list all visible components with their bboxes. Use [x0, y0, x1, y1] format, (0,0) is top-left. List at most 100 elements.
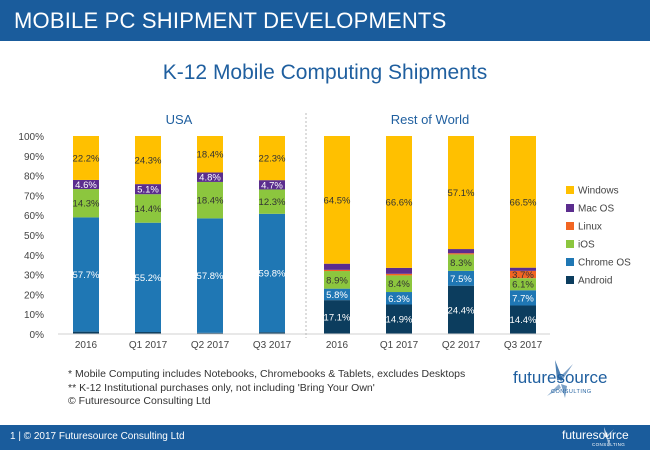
y-tick-label: 10% [24, 310, 44, 321]
data-label: 14.9% [386, 315, 413, 326]
data-label: 22.2% [73, 153, 100, 164]
data-label: 24.4% [448, 305, 475, 316]
data-label: 57.7% [73, 270, 100, 281]
data-label: 6.1% [512, 280, 534, 291]
bar-segment [135, 332, 161, 334]
x-tick-label: Q1 2017 [380, 340, 419, 351]
data-label: 8.4% [388, 279, 410, 290]
bar-segment [135, 184, 161, 195]
data-label: 4.6% [75, 180, 97, 191]
footnote-2: ** K-12 Institutional purchases only, no… [68, 381, 375, 394]
legend-swatch [566, 222, 574, 230]
legend-swatch [566, 186, 574, 194]
bar-segment [73, 217, 99, 332]
data-label: 3.7% [512, 270, 534, 281]
bar-segment [197, 136, 223, 173]
legend-label: iOS [578, 240, 595, 251]
bar-segment [197, 172, 223, 182]
bar-segment [324, 269, 350, 272]
x-tick-label: Q1 2017 [129, 340, 168, 351]
bar-segment [197, 332, 223, 334]
x-tick-label: 2016 [326, 340, 349, 351]
data-label: 64.5% [324, 195, 351, 206]
data-label: 18.4% [197, 150, 224, 161]
futuresource-logo: futuresource CONSULTING [497, 358, 617, 408]
bar-segment [448, 136, 474, 250]
footer-logo-subtext: CONSULTING [592, 442, 626, 447]
bar-segment [386, 292, 412, 305]
data-label: 17.1% [324, 313, 351, 324]
data-label: 57.8% [197, 271, 224, 282]
bar-segment [73, 189, 99, 218]
bar-segment [386, 304, 412, 334]
bar-segment [510, 305, 536, 334]
bar-segment [197, 218, 223, 333]
data-label: 66.5% [510, 197, 537, 208]
bar-segment [510, 290, 536, 306]
header-title: MOBILE PC SHIPMENT DEVELOPMENTS [14, 8, 447, 33]
y-tick-label: 90% [24, 152, 44, 163]
bar-segment [386, 273, 412, 276]
footer-bar: 1 | © 2017 Futuresource Consulting Ltd f… [0, 425, 650, 450]
bar-segment [386, 275, 412, 293]
bar-segment [448, 253, 474, 255]
x-tick-label: Q3 2017 [504, 340, 543, 351]
legend-label: Mac OS [578, 204, 614, 215]
x-tick-label: Q2 2017 [191, 340, 230, 351]
bar-segment [324, 300, 350, 334]
data-label: 66.6% [386, 197, 413, 208]
bar-segment [259, 189, 285, 214]
data-label: 5.8% [326, 290, 348, 301]
bar-segment [324, 288, 350, 301]
footnote-1: * Mobile Computing includes Notebooks, C… [68, 368, 466, 380]
legend-swatch [566, 240, 574, 248]
data-label: 14.4% [510, 315, 537, 326]
data-label: 55.2% [135, 273, 162, 284]
bar-segment [510, 267, 536, 271]
bar-segment [259, 180, 285, 190]
bar-segment [259, 213, 285, 333]
x-tick-label: 2016 [75, 340, 98, 351]
bar-segment [135, 222, 161, 333]
bar-segment [324, 263, 350, 270]
bar-segment [259, 332, 285, 334]
y-tick-label: 20% [24, 290, 44, 301]
bar-segment [386, 267, 412, 274]
y-tick-label: 30% [24, 271, 44, 282]
y-tick-label: 40% [24, 251, 44, 262]
bar-segment [73, 331, 99, 334]
bar-segment [448, 285, 474, 334]
legend-label: Windows [578, 186, 619, 197]
data-label: 4.8% [199, 173, 221, 184]
bar-segment [510, 136, 536, 268]
legend-swatch [566, 204, 574, 212]
y-tick-label: 80% [24, 172, 44, 183]
panel-title: USA [166, 112, 193, 127]
x-tick-label: Q3 2017 [253, 340, 292, 351]
y-tick-label: 100% [18, 132, 44, 143]
data-label: 7.5% [450, 274, 472, 285]
footer-logo-text: futuresource [562, 428, 629, 442]
x-tick-label: Q2 2017 [442, 340, 481, 351]
footer-text: 1 | © 2017 Futuresource Consulting Ltd [10, 431, 185, 442]
bar-segment [324, 136, 350, 264]
legend-label: Linux [578, 222, 602, 233]
data-label: 8.9% [326, 275, 348, 286]
bar-segment [386, 136, 412, 268]
bar-segment [73, 179, 99, 190]
data-label: 5.1% [137, 185, 159, 196]
bar-segment [448, 270, 474, 286]
logo-text: futuresource [513, 368, 608, 387]
footnotes: * Mobile Computing includes Notebooks, C… [68, 368, 465, 409]
bar-segment [135, 136, 161, 185]
data-label: 14.4% [135, 204, 162, 215]
y-tick-label: 60% [24, 211, 44, 222]
bar-segment [510, 278, 536, 291]
bar-segment [73, 136, 99, 180]
y-tick-label: 70% [24, 191, 44, 202]
data-label: 14.3% [73, 199, 100, 210]
bar-segment [259, 136, 285, 181]
legend-swatch [566, 258, 574, 266]
